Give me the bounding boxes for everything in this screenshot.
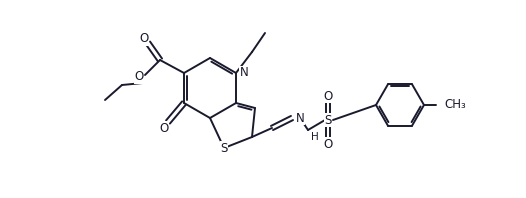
Text: O: O [134,70,144,84]
Text: O: O [159,122,169,134]
Text: S: S [325,113,332,127]
Text: O: O [323,137,332,150]
Text: O: O [139,32,149,46]
Text: N: N [240,67,249,80]
Text: O: O [323,89,332,103]
Text: H: H [311,132,319,142]
Text: N: N [296,111,305,125]
Text: CH₃: CH₃ [444,98,466,111]
Text: S: S [220,142,228,154]
